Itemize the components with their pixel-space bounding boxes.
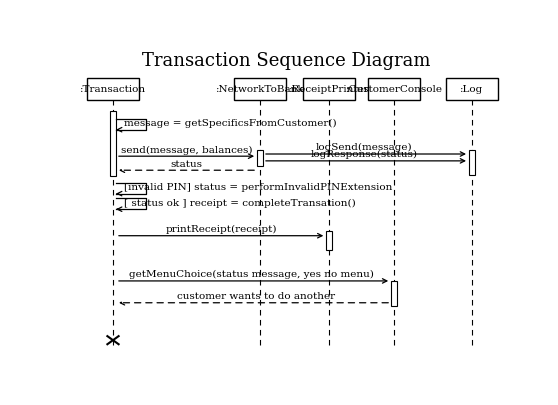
Bar <box>110 111 116 177</box>
Text: send(message, balances): send(message, balances) <box>121 145 252 155</box>
Text: customer wants to do another: customer wants to do another <box>177 292 335 301</box>
Bar <box>304 78 355 100</box>
Bar <box>368 78 420 100</box>
Text: :ReceiptPrinter: :ReceiptPrinter <box>289 85 369 94</box>
Text: getMenuChoice(status message, yes no menu): getMenuChoice(status message, yes no men… <box>129 270 374 279</box>
Bar <box>446 78 498 100</box>
Bar <box>391 281 397 306</box>
Text: :Transaction: :Transaction <box>80 85 146 94</box>
Text: :NetworkToBank: :NetworkToBank <box>216 85 304 94</box>
Text: :CustomerConsole: :CustomerConsole <box>345 85 442 94</box>
Bar <box>87 78 139 100</box>
Bar <box>257 150 263 166</box>
Bar <box>469 150 475 175</box>
Text: message = getSpecificsFromCustomer(): message = getSpecificsFromCustomer() <box>124 119 336 128</box>
Text: logSend(message): logSend(message) <box>315 143 412 152</box>
Bar <box>234 78 286 100</box>
Text: [invalid PIN] status = performInvalidPINExtension: [invalid PIN] status = performInvalidPIN… <box>124 183 392 192</box>
Text: logResponse(status): logResponse(status) <box>310 150 417 159</box>
Text: status: status <box>171 160 203 168</box>
Text: Transaction Sequence Diagram: Transaction Sequence Diagram <box>142 52 430 70</box>
Text: [ status ok ] receipt = completeTransation(): [ status ok ] receipt = completeTransati… <box>124 199 355 208</box>
Text: printReceipt(receipt): printReceipt(receipt) <box>165 225 277 234</box>
Bar <box>326 231 332 250</box>
Text: :Log: :Log <box>460 85 484 94</box>
